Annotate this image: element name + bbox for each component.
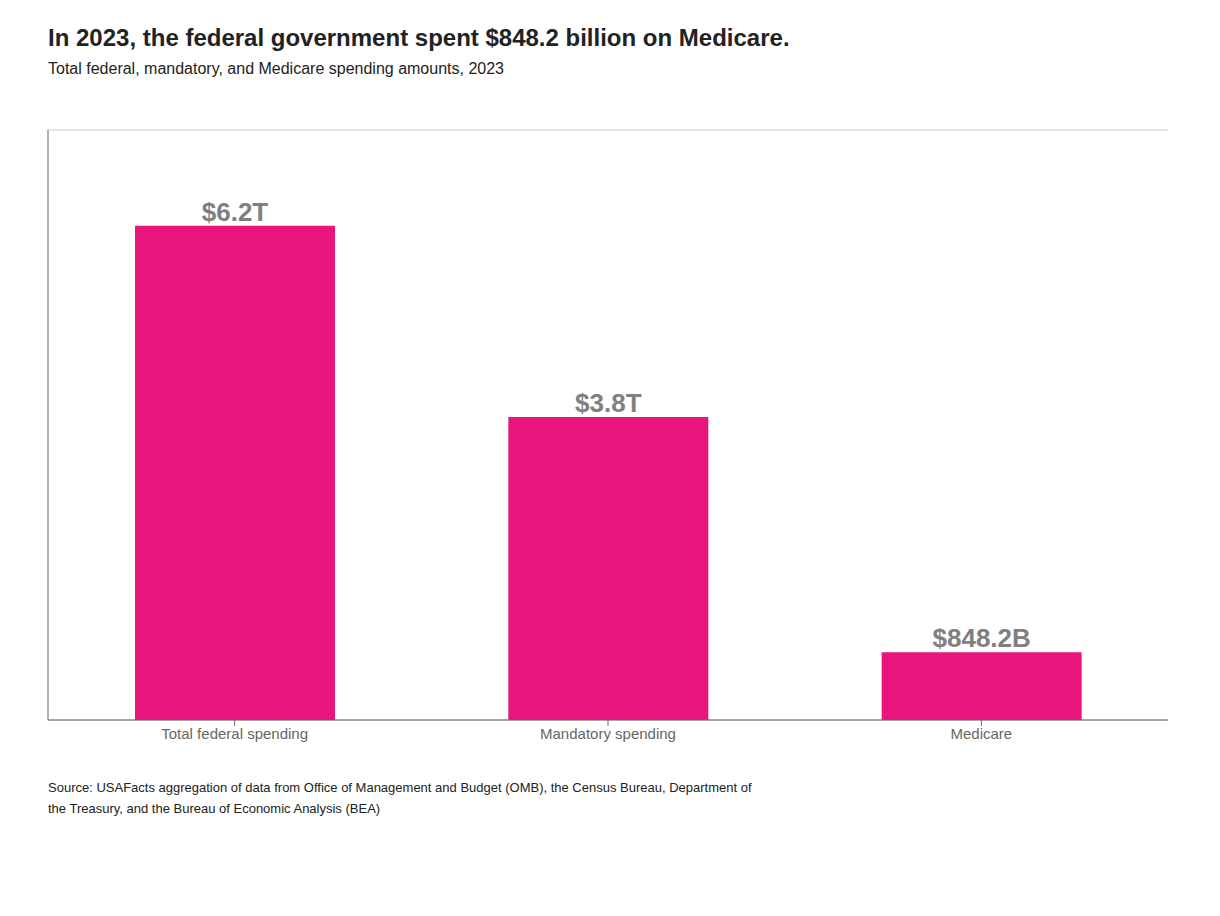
html-text:In 2023, the federal governmen: In 2023, the federal government spent $8… — [48, 24, 790, 51]
svg-text:Medicare: Medicare — [950, 725, 1012, 742]
svg-text:Mandatory spending: Mandatory spending — [540, 725, 676, 742]
svg-text:Total federal spending: Total federal spending — [161, 725, 308, 742]
svg-text:$848.2B: $848.2B — [933, 623, 1031, 653]
html-text:Source: USAFacts aggregation o: Source: USAFacts aggregation of data fro… — [48, 780, 752, 816]
html-text:Total federal, mandatory, and: Total federal, mandatory, and Medicare s… — [48, 60, 504, 77]
svg-text:$3.8T: $3.8T — [575, 388, 642, 418]
svg-text:$6.2T: $6.2T — [202, 197, 269, 227]
